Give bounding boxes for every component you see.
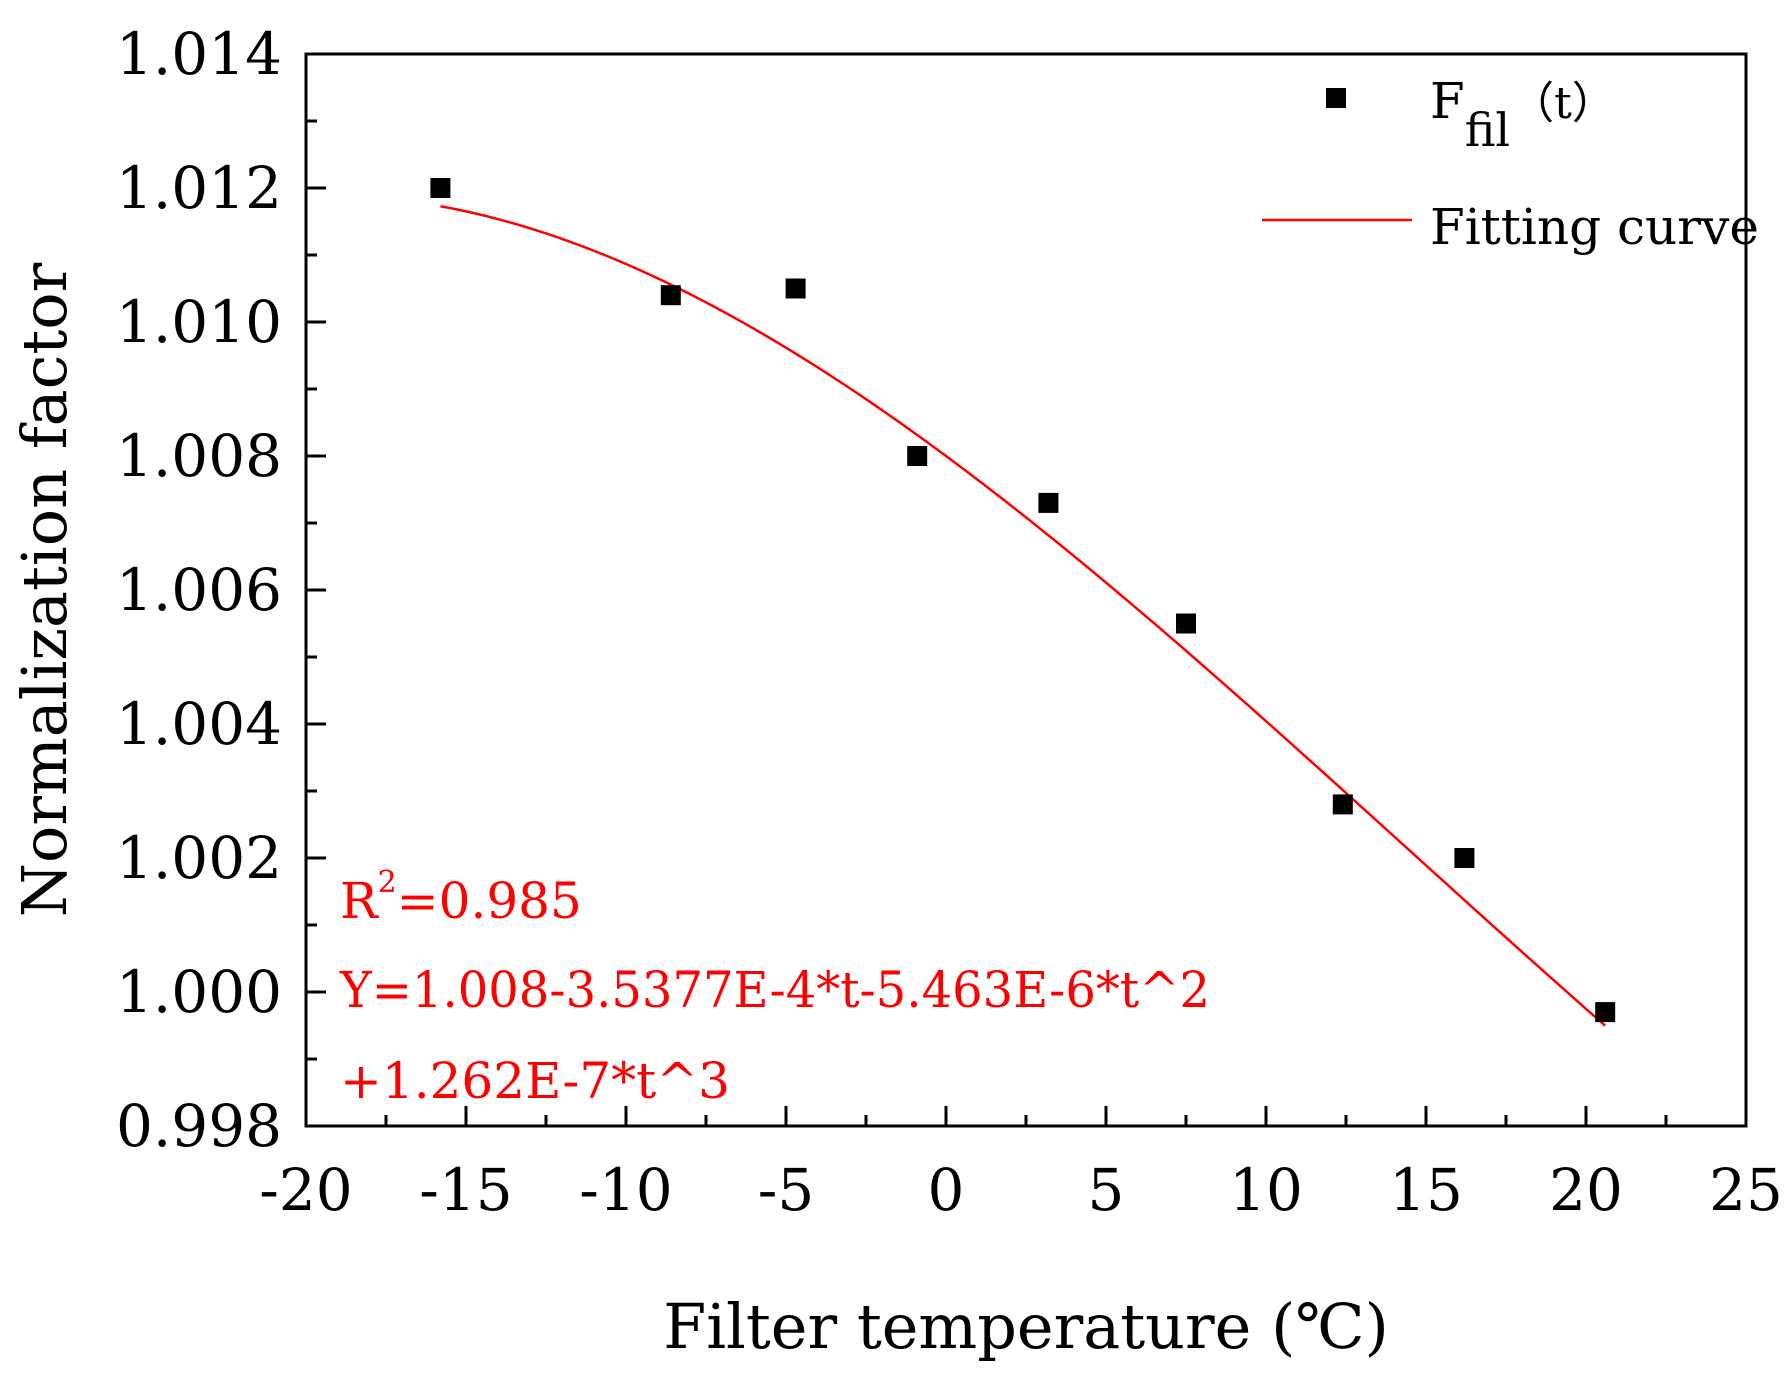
data-point [1454, 848, 1475, 868]
y-axis-tick-labels: 0.998 1.000 1.002 1.004 1.006 1.008 1.010 1.012… [116, 20, 282, 1160]
x-tick-label: -15 [419, 1156, 512, 1224]
x-tick-label: 15 [1389, 1156, 1463, 1224]
r-squared-prefix: R [340, 872, 379, 930]
y-tick-label: 1.002 [116, 824, 282, 892]
r-squared-sup: 2 [378, 865, 397, 900]
y-tick-label: 1.006 [116, 556, 282, 624]
legend-scatter-main: F [1430, 72, 1465, 130]
r-squared-text: R2=0.985 [340, 865, 582, 930]
y-tick-label: 1.004 [116, 690, 282, 758]
y-axis-ticks [306, 52, 326, 1128]
data-point [660, 285, 681, 306]
y-tick-label: 1.010 [116, 288, 282, 356]
data-point [907, 446, 928, 466]
legend-scatter-marker [1326, 88, 1346, 108]
y-tick-label: 1.008 [116, 422, 282, 490]
x-tick-label: 25 [1709, 1156, 1783, 1224]
x-tick-label: 0 [928, 1156, 965, 1224]
x-tick-label: -10 [579, 1156, 672, 1224]
x-tick-label: 20 [1549, 1156, 1623, 1224]
legend-scatter-sub: fil [1465, 103, 1510, 157]
data-point [430, 178, 451, 198]
legend-scatter-label: Ffil（t） [1430, 72, 1616, 157]
legend: Ffil（t） Fitting curve [1262, 72, 1759, 256]
data-point [1332, 794, 1353, 815]
y-tick-label: 1.000 [116, 958, 282, 1026]
x-axis-title: Filter temperature (℃) [663, 1290, 1389, 1363]
x-axis-ticks [304, 1106, 1748, 1126]
legend-scatter-suffix: （t） [1510, 78, 1616, 129]
fit-annotation: R2=0.985 Y=1.008-3.5377E-4*t-5.463E-6*t^… [339, 865, 1210, 1110]
equation-line-2: +1.262E-7*t^3 [340, 1052, 730, 1110]
x-tick-label: 5 [1088, 1156, 1125, 1224]
x-tick-label: -5 [758, 1156, 815, 1224]
y-tick-label: 1.014 [116, 20, 282, 88]
y-tick-label: 0.998 [116, 1092, 282, 1160]
x-axis-tick-labels: -20 -15 -10 -5 0 5 10 15 20 25 [259, 1156, 1783, 1224]
x-tick-label: 10 [1229, 1156, 1303, 1224]
data-point [1176, 613, 1196, 634]
data-point [1595, 1002, 1616, 1023]
scatter-points [430, 178, 1616, 1023]
data-point [785, 278, 806, 299]
y-tick-label: 1.012 [116, 154, 282, 222]
y-axis-title: Normalization factor [8, 262, 81, 917]
x-tick-label: -20 [259, 1156, 352, 1224]
r-squared-value: =0.985 [397, 872, 582, 930]
data-point [1038, 492, 1059, 513]
fitting-curve-line [440, 204, 1607, 1027]
equation-line-1: Y=1.008-3.5377E-4*t-5.463E-6*t^2 [339, 961, 1210, 1019]
legend-line-label: Fitting curve [1430, 198, 1759, 256]
